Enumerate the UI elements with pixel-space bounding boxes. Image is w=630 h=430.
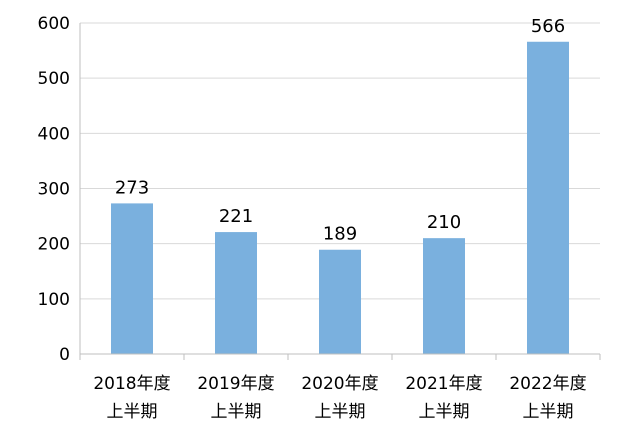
labels: 01002003004005006002732018年度上半期2212019年度…: [38, 14, 587, 422]
x-tick-label: 2021年度: [405, 374, 482, 394]
data-label: 210: [427, 212, 461, 233]
data-label: 189: [323, 224, 357, 245]
x-tick-label: 上半期: [315, 402, 366, 422]
x-tick-label: 上半期: [211, 402, 262, 422]
data-label: 221: [219, 206, 253, 227]
bar: [215, 232, 257, 354]
gridlines: [80, 22, 600, 300]
axes: [79, 23, 601, 360]
y-tick-label: 200: [38, 235, 70, 255]
x-tick-label: 2018年度: [93, 374, 170, 394]
x-tick-label: 2022年度: [509, 374, 586, 394]
data-label: 273: [115, 177, 149, 198]
bar: [111, 203, 153, 354]
x-tick-label: 2020年度: [301, 374, 378, 394]
y-tick-label: 500: [38, 69, 70, 89]
bars: [111, 41, 569, 355]
x-tick-label: 2019年度: [197, 374, 274, 394]
y-tick-label: 100: [38, 290, 70, 310]
y-tick-label: 300: [38, 180, 70, 200]
y-tick-label: 0: [59, 345, 70, 365]
bar: [527, 41, 569, 355]
data-label: 566: [531, 16, 565, 37]
bar: [319, 249, 361, 354]
x-tick-label: 上半期: [523, 402, 574, 422]
y-tick-label: 600: [38, 14, 70, 34]
y-tick-label: 400: [38, 124, 70, 144]
x-tick-label: 上半期: [107, 402, 158, 422]
x-tick-label: 上半期: [419, 402, 470, 422]
bar: [423, 238, 465, 354]
